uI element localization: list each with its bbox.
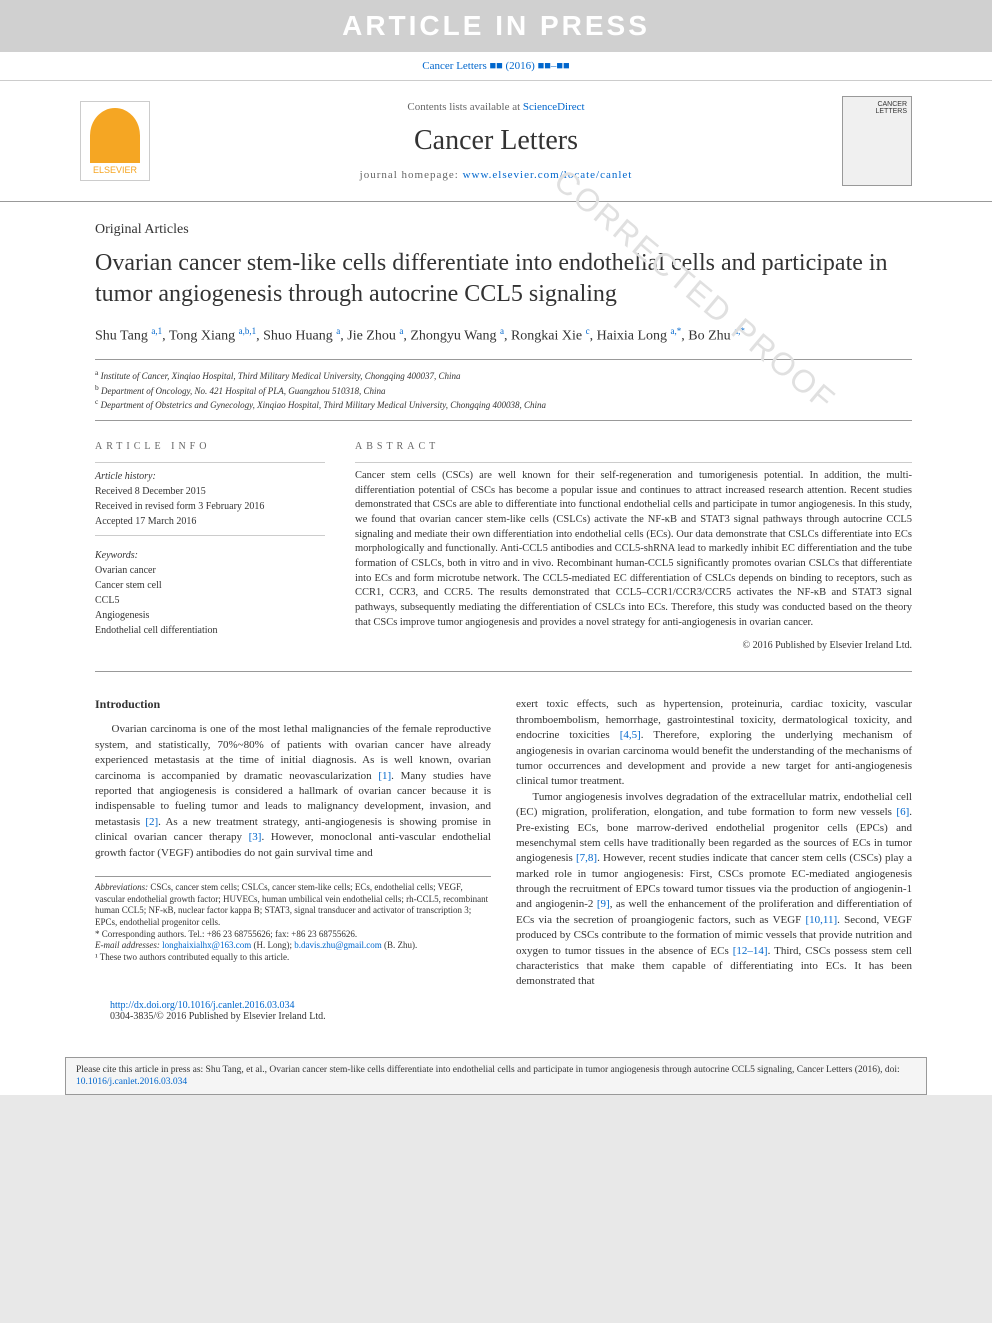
abstract-column: ABSTRACT Cancer stem cells (CSCs) are we… [355,441,912,652]
col2-para-2: Tumor angiogenesis involves degradation … [516,790,912,990]
body-col-left: Introduction Ovarian carcinoma is one of… [95,697,491,989]
cite-doi[interactable]: 10.1016/j.canlet.2016.03.034 [76,1077,187,1087]
doi-section: http://dx.doi.org/10.1016/j.canlet.2016.… [95,1000,912,1022]
email-2[interactable]: b.davis.zhu@gmail.com [294,940,382,950]
received-date: Received 8 December 2015 [95,486,206,497]
abbreviations: Abbreviations: CSCs, cancer stem cells; … [95,882,491,929]
email-label: E-mail addresses: [95,940,160,950]
homepage-pre: journal homepage: [360,169,463,181]
issn-copyright: 0304-3835/© 2016 Published by Elsevier I… [110,1011,912,1022]
introduction-header: Introduction [95,697,491,712]
journal-header-center: Contents lists available at ScienceDirec… [150,101,842,181]
abbrev-label: Abbreviations: [95,882,148,892]
journal-name: Cancer Letters [150,125,842,157]
body-columns: Introduction Ovarian carcinoma is one of… [95,697,912,989]
article-history: Article history: Received 8 December 201… [95,462,325,536]
article-title: Ovarian cancer stem-like cells different… [95,248,912,310]
abstract-text: Cancer stem cells (CSCs) are well known … [355,462,912,631]
author-list: Shu Tang a,1, Tong Xiang a,b,1, Shuo Hua… [95,325,912,347]
email-1[interactable]: longhaixialhx@163.com [162,940,251,950]
keywords-block: Keywords: Ovarian cancerCancer stem cell… [95,548,325,638]
citation-box: Please cite this article in press as: Sh… [65,1057,927,1096]
article-in-press-banner: ARTICLE IN PRESS [0,0,992,52]
contents-pre: Contents lists available at [407,101,522,113]
corresponding-author: * Corresponding authors. Tel.: +86 23 68… [95,929,491,941]
abstract-copyright: © 2016 Published by Elsevier Ireland Ltd… [355,640,912,651]
keywords-list: Ovarian cancerCancer stem cellCCL5Angiog… [95,565,218,636]
keywords-label: Keywords: [95,550,138,561]
elsevier-tree-icon [90,108,140,163]
revised-date: Received in revised form 3 February 2016 [95,501,264,512]
homepage-link[interactable]: www.elsevier.com/locate/canlet [463,169,633,181]
cite-text: Please cite this article in press as: Sh… [76,1065,900,1075]
history-label: Article history: [95,471,156,482]
cover-title: CANCER LETTERS [847,101,907,115]
email-2-who: (B. Zhu). [382,940,418,950]
article-info-header: ARTICLE INFO [95,441,325,452]
email-1-who: (H. Long); [251,940,294,950]
col2-para-1: exert toxic effects, such as hypertensio… [516,697,912,789]
journal-header: ELSEVIER Contents lists available at Sci… [0,81,992,202]
sciencedirect-link[interactable]: ScienceDirect [523,101,585,113]
citation-text[interactable]: Cancer Letters ■■ (2016) ■■–■■ [422,60,569,72]
abbrev-text: CSCs, cancer stem cells; CSLCs, cancer s… [95,882,488,927]
journal-cover-thumb[interactable]: CANCER LETTERS [842,96,912,186]
homepage-line: journal homepage: www.elsevier.com/locat… [150,169,842,181]
intro-para-1: Ovarian carcinoma is one of the most let… [95,722,491,861]
body-col-right: exert toxic effects, such as hypertensio… [516,697,912,989]
elsevier-text: ELSEVIER [93,165,137,175]
equal-contribution: ¹ These two authors contributed equally … [95,952,491,964]
abstract-header: ABSTRACT [355,441,912,452]
article-info-sidebar: ARTICLE INFO Article history: Received 8… [95,441,325,652]
accepted-date: Accepted 17 March 2016 [95,516,196,527]
citation-line: Cancer Letters ■■ (2016) ■■–■■ [0,52,992,81]
email-line: E-mail addresses: longhaixialhx@163.com … [95,940,491,952]
article-type: Original Articles [95,222,912,238]
footnotes: Abbreviations: CSCs, cancer stem cells; … [95,876,491,964]
affiliations: a Institute of Cancer, Xinqiao Hospital,… [95,359,912,421]
contents-line: Contents lists available at ScienceDirec… [150,101,842,113]
elsevier-logo[interactable]: ELSEVIER [80,101,150,181]
doi-link[interactable]: http://dx.doi.org/10.1016/j.canlet.2016.… [110,1000,295,1011]
